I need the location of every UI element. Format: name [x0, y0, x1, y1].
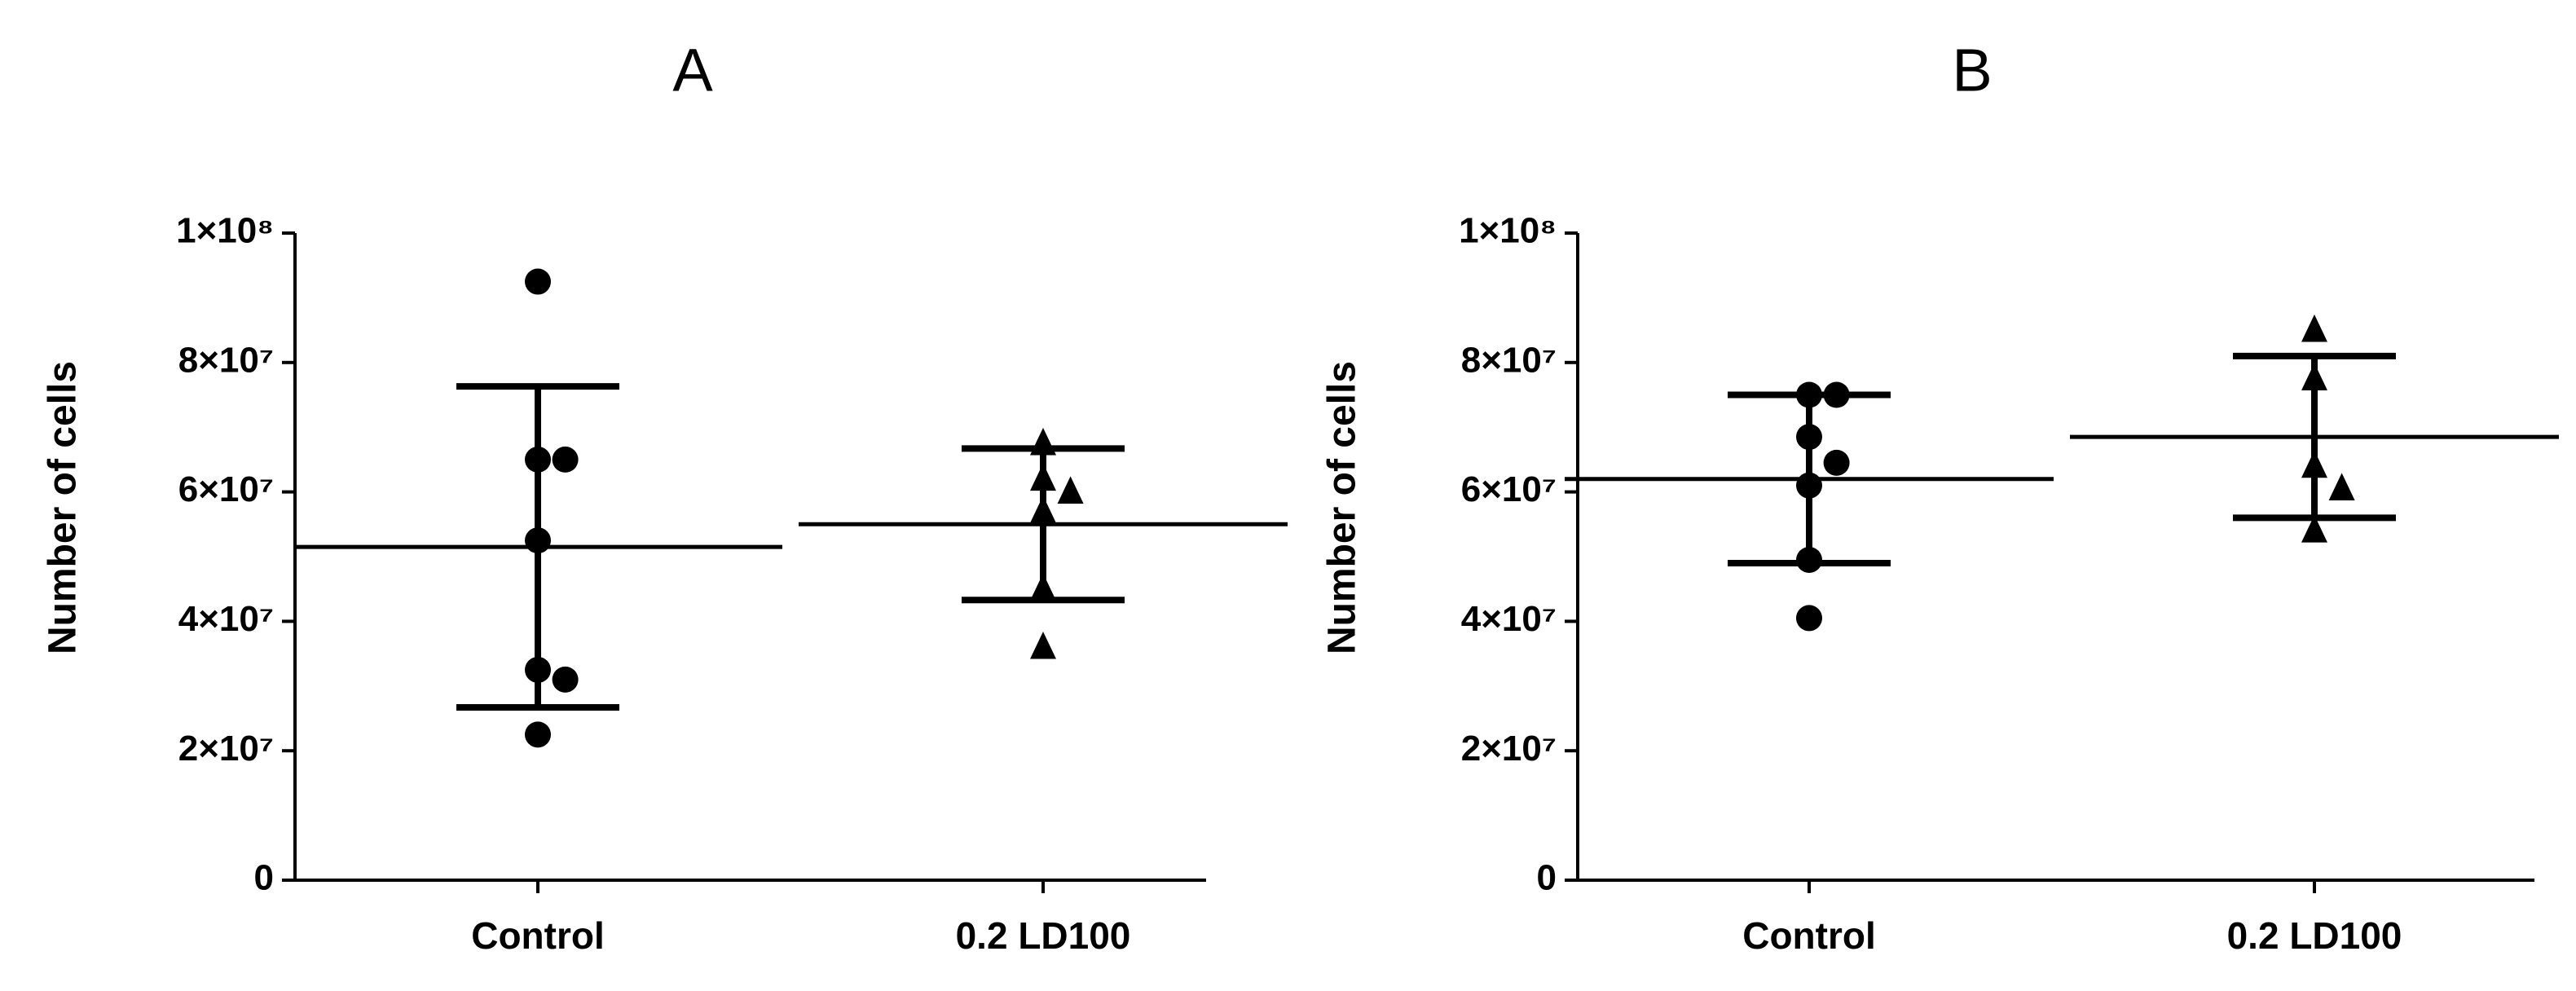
data-point	[1030, 427, 1056, 456]
x-tick-label: Control	[471, 914, 605, 957]
y-tick-label: 8×10⁷	[178, 340, 274, 380]
data-point	[552, 446, 579, 473]
data-point	[1796, 381, 1822, 408]
data-point	[525, 721, 551, 748]
y-tick-label: 2×10⁷	[178, 729, 274, 769]
data-point	[525, 527, 551, 554]
data-point	[1796, 424, 1822, 451]
y-tick-label: 1×10⁸	[1459, 211, 1557, 251]
data-point	[1796, 605, 1822, 632]
chart-title: B	[1952, 37, 1992, 104]
data-point	[525, 268, 551, 295]
data-point	[552, 666, 579, 693]
data-point	[2301, 450, 2327, 478]
y-tick-label: 2×10⁷	[1461, 729, 1557, 769]
x-tick-label: Control	[1742, 914, 1876, 957]
data-point	[2301, 314, 2327, 342]
data-point	[1030, 631, 1056, 659]
data-point	[525, 446, 551, 473]
x-tick-label: 0.2 LD100	[2227, 914, 2402, 957]
data-point	[2301, 515, 2327, 543]
data-point	[1823, 381, 1850, 408]
data-point	[1796, 546, 1822, 573]
data-point	[2301, 363, 2327, 391]
y-axis-label: Number of cells	[1321, 361, 1364, 654]
y-tick-label: 4×10⁷	[1461, 599, 1557, 639]
data-point	[1030, 573, 1056, 601]
data-point	[2328, 473, 2355, 501]
y-tick-label: 6×10⁷	[1461, 469, 1557, 509]
y-tick-label: 1×10⁸	[176, 211, 274, 251]
x-tick-label: 0.2 LD100	[956, 914, 1131, 957]
y-tick-label: 0	[1537, 858, 1557, 898]
y-tick-label: 4×10⁷	[178, 599, 274, 639]
data-point	[525, 656, 551, 683]
y-tick-label: 8×10⁷	[1461, 340, 1557, 380]
data-point	[1030, 496, 1056, 523]
chart-title: A	[672, 37, 713, 104]
data-point	[1796, 472, 1822, 499]
data-point	[1057, 476, 1084, 504]
data-point	[1030, 463, 1056, 491]
y-tick-label: 6×10⁷	[178, 469, 274, 509]
y-tick-label: 0	[254, 858, 274, 898]
data-point	[1823, 449, 1850, 476]
y-axis-label: Number of cells	[42, 361, 85, 654]
